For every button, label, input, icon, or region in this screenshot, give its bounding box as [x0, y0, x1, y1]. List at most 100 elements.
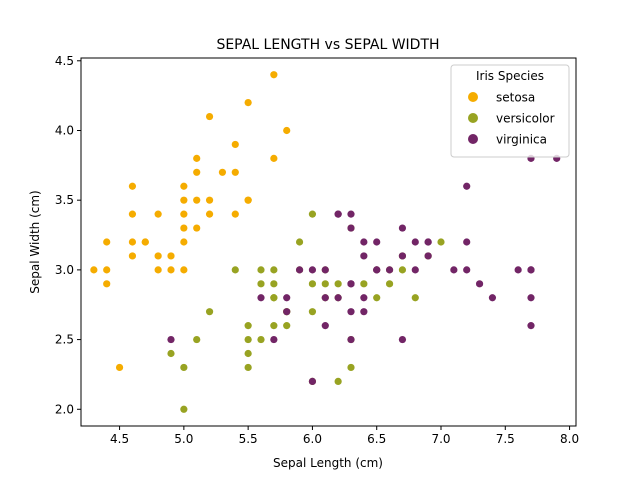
x-tick-label: 8.0: [560, 432, 579, 446]
point-setosa-29: [115, 363, 124, 372]
point-versicolor-7: [385, 280, 394, 288]
point-setosa-28: [103, 266, 111, 274]
point-versicolor-27: [270, 322, 278, 330]
point-setosa-7: [180, 210, 188, 218]
point-setosa-5: [231, 140, 239, 149]
point-versicolor-6: [167, 349, 175, 358]
x-tick-label: 7.5: [496, 432, 515, 446]
point-virginica-46: [334, 210, 342, 218]
x-tick-label: 5.0: [174, 432, 193, 446]
point-versicolor-25: [398, 266, 407, 274]
point-setosa-34: [218, 168, 227, 176]
point-virginica-37: [411, 238, 419, 246]
point-versicolor-13: [257, 280, 265, 288]
point-virginica-45: [424, 238, 432, 246]
point-versicolor-38: [180, 363, 188, 372]
x-tick-label: 6.5: [367, 432, 386, 446]
y-axis-label: Sepal Width (cm): [28, 190, 42, 293]
point-versicolor-35: [244, 322, 252, 330]
point-virginica-39: [295, 266, 304, 274]
point-versicolor-2: [244, 363, 252, 372]
point-setosa-12: [154, 266, 162, 274]
point-setosa-35: [180, 224, 188, 232]
point-versicolor-12: [321, 280, 329, 288]
x-axis-label: Sepal Length (cm): [273, 456, 383, 470]
point-virginica-22: [347, 308, 355, 316]
point-versicolor-3: [373, 294, 381, 302]
point-setosa-9: [167, 252, 175, 260]
point-setosa-24: [141, 238, 149, 246]
point-virginica-12: [411, 266, 419, 274]
point-setosa-31: [180, 196, 188, 204]
point-versicolor-18: [257, 335, 265, 344]
x-tick-label: 5.5: [239, 432, 258, 446]
x-tick-label: 6.0: [303, 432, 322, 446]
y-axis: 2.0 2.5 3.0 3.5 4.0 4.5: [55, 54, 81, 416]
point-setosa-25: [205, 112, 214, 121]
point-virginica-8: [398, 335, 407, 344]
point-setosa-3: [128, 252, 137, 260]
y-tick-label: 2.0: [55, 402, 74, 416]
point-versicolor-41: [334, 280, 342, 288]
point-virginica-27: [463, 266, 471, 274]
point-versicolor-9: [180, 405, 188, 413]
legend-title: Iris Species: [476, 69, 544, 83]
point-versicolor-22: [360, 280, 368, 288]
point-versicolor-30: [308, 308, 317, 316]
point-versicolor-24: [411, 294, 419, 302]
point-setosa-1: [167, 266, 175, 274]
point-virginica-14: [283, 294, 291, 302]
point-setosa-11: [154, 210, 162, 218]
point-setosa-18: [205, 210, 214, 218]
legend-items: setosa versicolor virginica: [468, 91, 555, 147]
point-virginica-15: [360, 238, 368, 246]
point-virginica-0: [347, 224, 355, 232]
point-virginica-7: [475, 280, 484, 288]
point-virginica-2: [450, 266, 458, 274]
y-tick-label: 3.5: [55, 193, 74, 207]
point-virginica-47: [527, 266, 535, 274]
point-virginica-32: [347, 210, 355, 218]
point-virginica-33: [360, 252, 368, 260]
point-virginica-41: [347, 335, 355, 344]
point-virginica-40: [373, 266, 381, 274]
point-virginica-23: [398, 224, 407, 232]
point-versicolor-33: [347, 363, 355, 372]
legend-label-virginica: virginica: [496, 133, 547, 147]
point-versicolor-42: [193, 335, 201, 344]
legend-marker-setosa: [468, 92, 478, 102]
point-virginica-11: [360, 308, 368, 316]
point-virginica-10: [373, 238, 381, 246]
point-versicolor-43: [270, 294, 278, 302]
legend-label-versicolor: versicolor: [496, 112, 555, 126]
point-virginica-5: [514, 266, 522, 274]
point-versicolor-34: [244, 335, 252, 344]
legend: Iris Species setosa versicolor virginica: [450, 64, 570, 158]
point-setosa-13: [90, 266, 98, 274]
point-setosa-17: [270, 154, 278, 162]
point-virginica-28: [488, 294, 497, 302]
point-versicolor-17: [334, 377, 342, 385]
point-setosa-23: [205, 196, 214, 204]
chart-title: SEPAL LENGTH vs SEPAL WIDTH: [216, 37, 439, 53]
point-virginica-26: [321, 266, 329, 274]
point-setosa-38: [180, 238, 188, 246]
point-virginica-48: [347, 280, 355, 288]
point-virginica-9: [463, 182, 471, 190]
point-versicolor-31: [231, 266, 239, 274]
point-virginica-25: [334, 294, 342, 302]
point-virginica-18: [308, 377, 317, 385]
point-versicolor-8: [205, 308, 214, 316]
point-versicolor-32: [308, 210, 317, 218]
point-setosa-4: [180, 182, 188, 190]
point-virginica-36: [398, 252, 407, 260]
point-versicolor-28: [244, 349, 252, 358]
point-versicolor-37: [283, 322, 291, 330]
point-versicolor-0: [437, 238, 445, 246]
point-setosa-37: [244, 196, 252, 204]
y-tick-label: 3.0: [55, 263, 74, 277]
point-setosa-20: [128, 182, 137, 190]
point-setosa-16: [193, 154, 201, 162]
point-setosa-0: [193, 196, 201, 204]
